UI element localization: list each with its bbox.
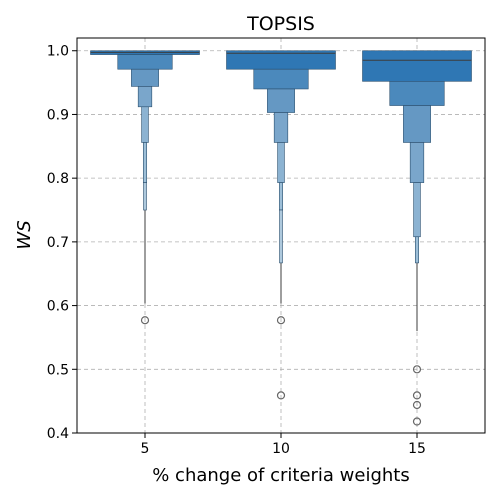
boxen-group-5: [90, 50, 200, 325]
tick-layer: 0.4 0.5 0.6 0.7 0.8 0.9 1.0 5 10 15: [47, 44, 426, 457]
boxen-level-box: [273, 112, 289, 143]
y-tick-label: 0.9: [47, 107, 69, 123]
boxen-level-box: [142, 142, 148, 183]
boxen-level-box: [279, 209, 283, 264]
y-tick-label: 0.5: [47, 362, 69, 378]
boxen-level-box: [403, 105, 431, 143]
boxen-level-box: [137, 86, 153, 108]
boxen-level-box: [277, 142, 285, 183]
outlier-point: [140, 316, 150, 325]
boxen-group-15: [362, 50, 472, 426]
boxen-group-10: [226, 50, 336, 400]
boxen-level-box: [117, 54, 173, 70]
x-tick-label: 5: [141, 441, 150, 457]
outlier-point: [276, 316, 286, 325]
boxen-level-box: [389, 81, 445, 106]
outlier-point: [276, 391, 286, 400]
boxen-level-box: [141, 106, 149, 143]
boxen-level-box: [278, 182, 284, 211]
boxen-level-box: [143, 182, 147, 211]
x-tick-label: 10: [272, 441, 290, 457]
y-tick-label: 0.8: [47, 171, 69, 187]
outlier-point: [412, 365, 422, 374]
box-layer: [90, 50, 472, 426]
y-tick-label: 0.7: [47, 235, 69, 251]
outlier-point: [412, 417, 422, 426]
boxen-level-box: [414, 236, 420, 264]
outlier-point: [412, 391, 422, 400]
boxen-level-box: [413, 182, 421, 238]
y-tick-label: 1.0: [47, 44, 69, 60]
boxen-level-box: [131, 68, 159, 87]
boxen-level-box: [409, 142, 425, 183]
boxen-level-box: [362, 50, 472, 82]
y-tick-label: 0.4: [47, 426, 69, 442]
boxen-level-box: [267, 88, 295, 113]
plot-frame: [76, 37, 486, 434]
chart-title: TOPSIS: [246, 13, 315, 35]
outlier-point: [412, 400, 422, 410]
y-tick-label: 0.6: [47, 299, 69, 315]
boxen-level-box: [253, 68, 309, 90]
x-tick-label: 15: [408, 441, 426, 457]
y-axis-label: WS: [14, 220, 35, 249]
x-axis-label: % change of criteria weights: [152, 465, 410, 486]
